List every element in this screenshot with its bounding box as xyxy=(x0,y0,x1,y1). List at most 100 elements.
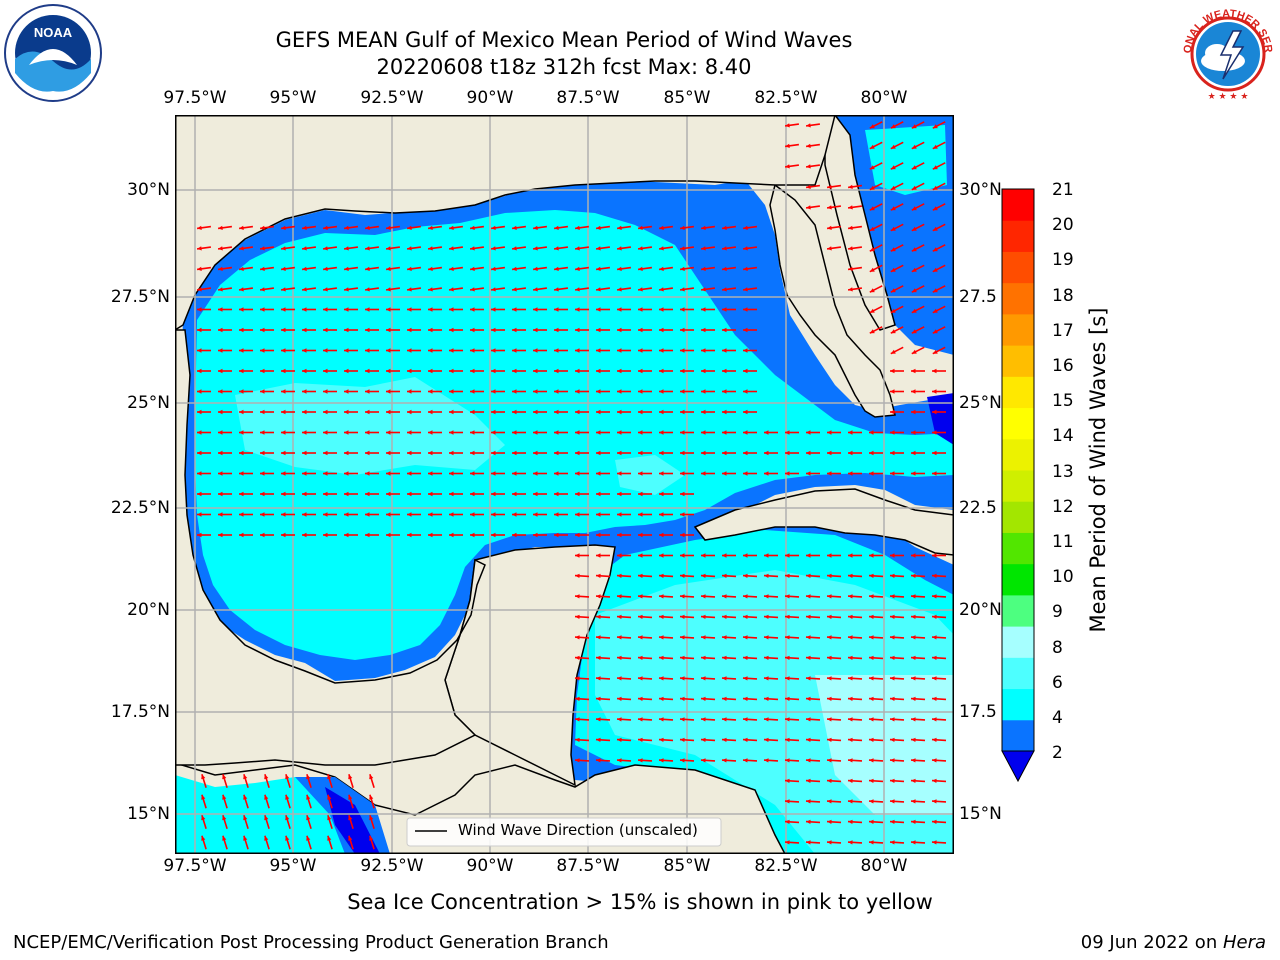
wind-arrow-head xyxy=(449,287,454,292)
wind-arrow-head xyxy=(743,614,748,619)
wind-arrow-head xyxy=(701,737,706,742)
wind-arrow-head xyxy=(932,349,938,354)
wind-arrow-head xyxy=(491,532,496,538)
wind-arrow-head xyxy=(932,758,937,763)
wind-arrow-head xyxy=(554,409,559,415)
wind-arrow-head xyxy=(680,368,685,374)
wind-arrow-head xyxy=(512,491,517,497)
colorbar-tick-label: 14 xyxy=(1052,426,1074,447)
wind-arrow-head xyxy=(638,348,643,353)
wind-arrow-head xyxy=(222,835,227,841)
wind-arrow-head xyxy=(680,532,685,538)
wind-arrow-head xyxy=(806,655,811,660)
wind-arrow-head xyxy=(827,676,832,681)
wind-arrow-head xyxy=(764,737,769,742)
wind-arrow-head xyxy=(638,532,643,538)
wind-arrow-head xyxy=(533,266,538,271)
wind-arrow-head xyxy=(407,532,412,538)
wind-arrow-head xyxy=(327,774,332,780)
wind-arrow-head xyxy=(869,450,874,456)
wind-arrow-head xyxy=(911,819,916,824)
wind-arrow-head xyxy=(386,327,391,333)
wind-arrow-head xyxy=(575,696,580,701)
cuba-land xyxy=(693,488,954,556)
wind-arrow-head xyxy=(617,573,622,578)
wind-arrow-head xyxy=(659,717,664,722)
wind-arrow-head xyxy=(323,266,328,271)
wind-arrow-head xyxy=(869,614,874,619)
wind-arrow-head xyxy=(491,225,496,230)
wind-arrow-head xyxy=(428,348,433,353)
wind-arrow-head xyxy=(806,696,811,701)
wind-arrow-head xyxy=(911,329,917,334)
wind-arrow-head xyxy=(323,225,328,230)
wind-arrow-head xyxy=(743,676,748,681)
wind-arrow-head xyxy=(869,799,874,804)
wind-arrow-head xyxy=(680,655,685,660)
wind-arrow-head xyxy=(428,287,433,292)
lon-label-bottom: 87.5°W xyxy=(556,856,620,876)
wind-arrow-head xyxy=(638,737,643,742)
wind-arrow-head xyxy=(827,205,832,210)
wind-arrow-head xyxy=(659,287,664,292)
wind-arrow-head xyxy=(596,368,601,374)
wind-arrow-head xyxy=(323,532,328,538)
wind-arrow-head xyxy=(932,144,938,149)
wind-arrow-head xyxy=(911,696,916,701)
wind-arrow-head xyxy=(911,676,916,681)
wind-arrow-head xyxy=(596,348,601,353)
wind-arrow-head xyxy=(575,471,580,476)
wind-arrow-head xyxy=(806,594,811,599)
wind-arrow-head xyxy=(848,840,853,845)
wind-arrow-head xyxy=(932,288,938,293)
wind-arrow-head xyxy=(285,774,290,780)
wind-arrow-head xyxy=(344,225,349,230)
wind-arrow-head xyxy=(869,267,875,272)
wind-arrow-head xyxy=(512,450,517,456)
map-subtitle: 20220608 t18z 312h fcst Max: 8.40 xyxy=(376,55,752,79)
wind-arrow-head xyxy=(222,774,227,780)
wind-arrow-head xyxy=(302,266,307,271)
wind-arrow-head xyxy=(722,614,727,619)
wind-arrow-head xyxy=(281,389,286,394)
wind-arrow-head xyxy=(218,409,223,415)
wind-arrow-head xyxy=(533,532,538,538)
wind-arrow-head xyxy=(407,409,412,415)
wind-arrow-head xyxy=(848,614,853,619)
wind-arrow-head xyxy=(722,389,727,394)
sea-ice-note: Sea Ice Concentration > 15% is shown in … xyxy=(347,890,933,914)
wind-arrow-head xyxy=(890,471,895,476)
wind-arrow-head xyxy=(218,307,223,312)
wind-arrow-head xyxy=(701,655,706,660)
wind-arrow-head xyxy=(680,246,685,251)
wind-arrow-head xyxy=(890,840,895,845)
wind-arrow-head xyxy=(911,226,917,231)
wind-arrow-head xyxy=(344,287,349,292)
wind-arrow-head xyxy=(827,450,832,456)
wind-arrow-head xyxy=(575,307,580,312)
wind-arrow-head xyxy=(260,512,265,517)
wind-arrow-head xyxy=(848,450,853,456)
wind-arrow-head xyxy=(596,471,601,476)
wind-arrow-head xyxy=(575,491,580,497)
lon-label-top: 87.5°W xyxy=(556,88,620,108)
wind-arrow-head xyxy=(617,737,622,742)
wind-arrow-head xyxy=(848,778,853,783)
wind-arrow-head xyxy=(386,430,391,435)
lat-label-right: 17.5 xyxy=(959,702,997,722)
wind-arrow-head xyxy=(239,491,244,497)
lon-label-top: 90°W xyxy=(466,88,514,108)
wind-arrow-head xyxy=(701,266,706,271)
colorbar-tick-label: 10 xyxy=(1052,567,1074,588)
wind-arrow-head xyxy=(659,368,664,374)
wind-arrow-head xyxy=(911,247,917,252)
wind-arrow-head xyxy=(281,430,286,435)
wind-arrow-head xyxy=(428,327,433,333)
wind-arrow-head xyxy=(848,205,853,210)
wind-arrow-head xyxy=(617,676,622,681)
wind-arrow-head xyxy=(638,655,643,660)
wind-arrow-head xyxy=(596,327,601,333)
wind-arrow-head xyxy=(348,774,353,780)
wind-arrow-head xyxy=(197,409,202,415)
wind-arrow-head xyxy=(470,266,475,271)
